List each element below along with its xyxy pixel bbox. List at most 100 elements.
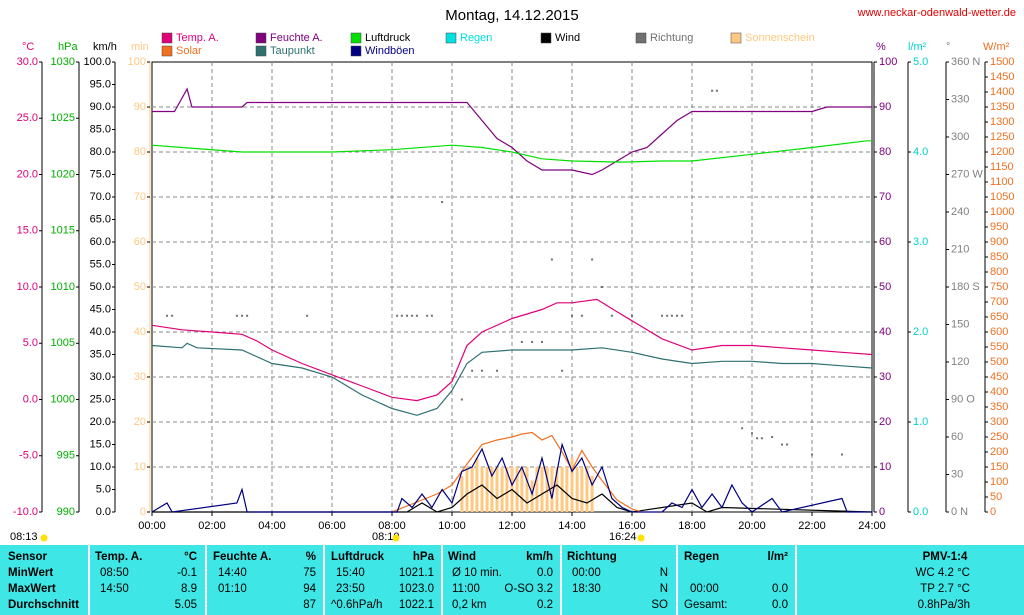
- table-cell: 1023.0: [399, 583, 434, 595]
- y-tick-label: 30: [879, 371, 891, 383]
- series-line: [151, 140, 872, 163]
- y-tick-label: 60: [951, 431, 963, 443]
- table-cell: 15:40: [336, 567, 365, 579]
- direction-dot: [580, 314, 583, 317]
- y-tick-label: 0.0: [96, 506, 111, 518]
- direction-dot: [756, 437, 759, 440]
- legend-swatch: [350, 45, 362, 57]
- y-tick-label: 70: [134, 191, 146, 203]
- series-line: [152, 484, 873, 513]
- table-cell: Ø 10 min.: [452, 567, 502, 579]
- legend-swatch: [350, 32, 362, 44]
- legend-label: Feuchte A.: [270, 32, 323, 44]
- sunshine-bar: [590, 476, 594, 512]
- y-tick-label: 5.0: [96, 483, 111, 495]
- direction-dot: [520, 341, 523, 343]
- table-cell: Durchschnitt: [8, 599, 79, 611]
- axis-title: hPa: [58, 41, 78, 53]
- table-header: Luftdruck: [331, 551, 385, 563]
- y-tick-label: 80: [879, 146, 891, 158]
- y-tick-label: 180 S: [951, 281, 980, 293]
- axis-title: %: [876, 41, 886, 53]
- x-tick-label: 20:00: [738, 520, 766, 532]
- y-tick-label: 95.0: [90, 78, 111, 90]
- y-tick-label: 300: [951, 131, 969, 143]
- direction-dot: [670, 314, 673, 317]
- axis-title: W/m²: [983, 41, 1010, 53]
- table-header: %: [306, 551, 316, 563]
- y-tick-label: 3.0: [913, 236, 928, 248]
- direction-dot: [430, 314, 433, 317]
- direction-dot: [406, 314, 408, 317]
- direction-dot: [741, 427, 744, 430]
- sunshine-bar: [575, 467, 579, 512]
- legend-label: Taupunkt: [270, 45, 315, 57]
- y-tick-label: 1450: [990, 71, 1014, 83]
- table-cell: 0,2 km: [452, 599, 487, 611]
- direction-dot: [396, 314, 399, 317]
- y-tick-label: 0: [990, 506, 996, 518]
- y-tick-label: -5.0: [19, 450, 38, 462]
- y-tick-label: 10.0: [90, 461, 111, 473]
- direction-dot: [760, 437, 763, 440]
- direction-dot: [235, 314, 238, 317]
- direction-dot: [550, 258, 553, 261]
- y-tick-label: 1150: [990, 161, 1014, 173]
- table-header: Richtung: [567, 551, 617, 563]
- sunshine-bar: [545, 467, 549, 512]
- table-cell: 0.8hPa/3h: [918, 599, 970, 611]
- y-tick-label: 90.0: [90, 101, 111, 113]
- y-tick-label: 650: [990, 311, 1008, 323]
- axis-title: km/h: [93, 41, 117, 53]
- y-tick-label: 10: [879, 461, 891, 473]
- sunshine-bar: [520, 467, 524, 512]
- table-header: Feuchte A.: [213, 551, 271, 563]
- y-tick-label: 40: [879, 326, 891, 338]
- y-tick-label: 55.0: [90, 258, 111, 270]
- direction-dot: [411, 314, 414, 317]
- y-tick-label: 100.0: [83, 56, 111, 68]
- y-tick-label: 50: [879, 281, 891, 293]
- y-tick-label: 1050: [990, 191, 1014, 203]
- direction-dot: [481, 369, 483, 372]
- direction-dot: [426, 314, 429, 317]
- y-tick-label: 100: [990, 476, 1008, 488]
- table-cell: 5.05: [175, 599, 197, 611]
- y-tick-label: 990: [57, 506, 75, 518]
- y-tick-label: 20: [879, 416, 891, 428]
- series-line: [151, 442, 872, 513]
- y-tick-label: 1010: [51, 281, 75, 293]
- direction-dot: [400, 314, 403, 317]
- y-tick-label: 5.0: [913, 56, 928, 68]
- table-cell: 14:40: [218, 567, 247, 579]
- direction-dot: [841, 453, 843, 456]
- y-tick-label: 0: [140, 506, 146, 518]
- y-tick-label: 90: [879, 101, 891, 113]
- y-tick-label: 25.0: [17, 112, 38, 124]
- table-cell: 75: [303, 567, 316, 579]
- y-tick-label: 90 O: [951, 393, 975, 405]
- y-tick-label: 30: [134, 371, 146, 383]
- y-tick-label: 1030: [51, 56, 75, 68]
- x-tick-label: 16:00: [618, 520, 646, 532]
- x-tick-label: 14:00: [558, 520, 586, 532]
- table-cell: N: [660, 567, 668, 579]
- direction-dot: [771, 436, 774, 438]
- table-header: Temp. A.: [95, 551, 142, 563]
- sun-time: 08:13: [10, 531, 38, 543]
- y-tick-label: 65.0: [90, 213, 111, 225]
- y-tick-label: 80.0: [90, 146, 111, 158]
- table-cell: 1022.1: [399, 599, 434, 611]
- direction-dot: [715, 89, 718, 92]
- table-cell: ^0.6hPa/h: [331, 599, 382, 611]
- table-cell: 0.0: [537, 567, 553, 579]
- axis-title: °: [946, 41, 950, 53]
- series-line: [151, 342, 873, 416]
- y-tick-label: 1250: [990, 131, 1014, 143]
- y-tick-label: 40.0: [90, 326, 111, 338]
- y-tick-label: 240: [951, 206, 969, 218]
- y-tick-label: 1000: [990, 206, 1014, 218]
- legend-label: Solar: [176, 45, 202, 57]
- table-cell: O-SO 3.2: [504, 583, 553, 595]
